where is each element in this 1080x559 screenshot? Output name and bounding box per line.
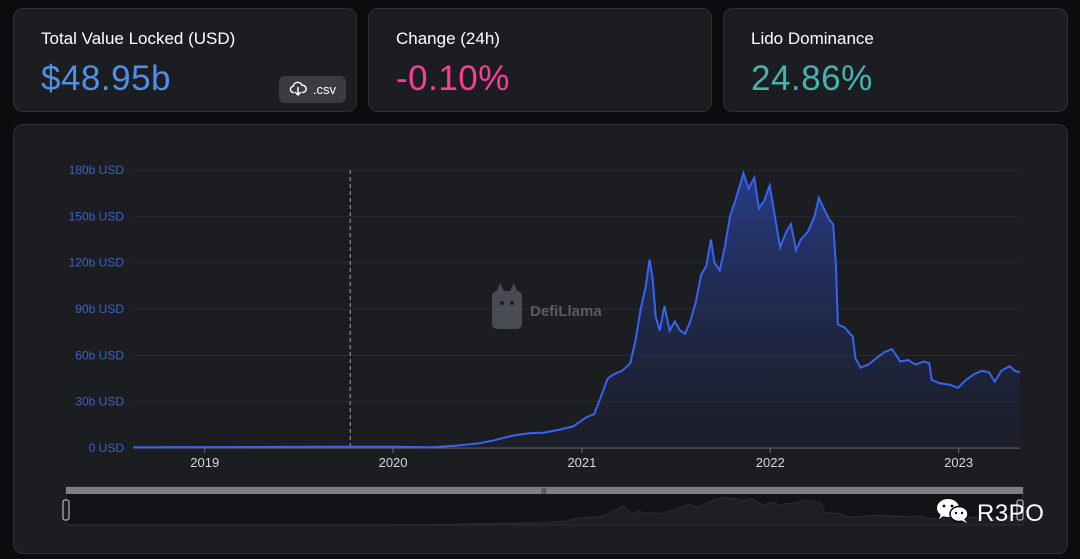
x-tick-label: 2022 [756,455,785,470]
y-tick-label: 150b USD [69,209,125,223]
wechat-icon [935,497,971,530]
tvl-value: $48.95b [41,59,172,98]
tvl-card: Total Value Locked (USD) $48.95b .csv [13,8,357,112]
y-tick-label: 30b USD [75,395,124,409]
range-brush[interactable]: ||| [62,486,1024,526]
defillama-wordmark: DefiLlama [530,303,602,320]
change-label: Change (24h) [396,29,500,48]
x-tick-label: 2021 [567,455,596,470]
tvl-chart: 0 USD 30b USD 60b USD 90b USD 120b USD 150b U… [62,163,1024,526]
llama-icon [492,283,522,329]
y-tick-label: 60b USD [75,348,124,362]
y-tick-label: 0 USD [89,441,125,455]
y-tick-label: 180b USD [69,163,125,177]
brush-bar[interactable] [66,487,1023,494]
r3po-watermark: R3PO [935,497,1044,530]
r3po-text: R3PO [977,499,1045,527]
csv-button-label: .csv [312,82,337,97]
x-tick-label: 2020 [379,455,408,470]
dominance-card: Lido Dominance 24.86% [723,8,1068,112]
y-tick-label: 120b USD [69,256,125,270]
x-tick-label: 2023 [944,455,973,470]
change-card: Change (24h) -0.10% [368,8,712,112]
x-tick-label: 2019 [190,455,219,470]
brush-right-handle[interactable] [1016,499,1024,521]
tvl-label: Total Value Locked (USD) [41,29,236,48]
brush-preview [68,496,1021,526]
tvl-chart-card: 0 USD 30b USD 60b USD 90b USD 120b USD 150b U… [13,124,1068,554]
download-csv-button[interactable]: .csv [279,76,346,103]
defillama-watermark: DefiLlama [492,283,602,329]
cloud-download-icon [289,80,307,99]
change-value: -0.10% [396,59,510,98]
y-tick-label: 90b USD [75,302,124,316]
brush-left-handle[interactable] [62,499,70,521]
brush-grip-icon[interactable]: ||| [541,489,547,496]
dominance-label: Lido Dominance [751,29,874,48]
dominance-value: 24.86% [751,59,873,98]
tvl-area [133,173,1020,448]
tvl-line [132,169,1021,449]
